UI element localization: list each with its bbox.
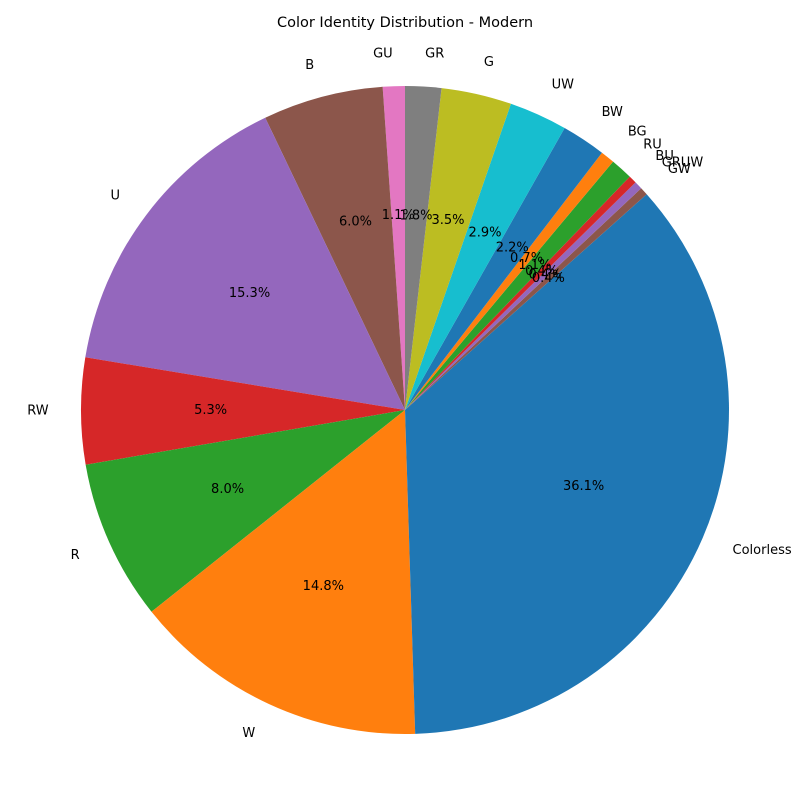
pct-label-u: 15.3% [229, 286, 270, 301]
pie-slice-bg [405, 152, 614, 410]
pie-slice-gu [382, 86, 405, 410]
pie-slice-g [405, 88, 511, 410]
slice-label-ru: RU [643, 137, 662, 152]
pct-label-r: 8.0% [211, 482, 244, 497]
pie-slice-uw [405, 103, 565, 410]
slice-label-gu: GU [373, 46, 393, 61]
slice-label-uw: UW [552, 78, 575, 93]
pie-slice-gw [405, 188, 647, 410]
pct-label-gruw: 0.4% [529, 268, 562, 283]
chart-title: Color Identity Distribution - Modern [277, 15, 533, 31]
slice-label-bu: BU [655, 149, 673, 164]
pie-slice-bw [405, 128, 602, 410]
slice-label-bw: BW [602, 105, 623, 120]
pct-label-bu: 0.4% [525, 264, 558, 279]
slice-label-r: R [71, 548, 80, 563]
pie-slice-b [265, 86, 405, 410]
pct-label-uw: 2.9% [468, 225, 501, 240]
pct-label-b: 6.0% [339, 215, 372, 230]
pct-label-colorless: 36.1% [563, 479, 604, 494]
pct-label-bg: 0.7% [510, 251, 543, 266]
pct-label-w: 14.8% [303, 579, 344, 594]
slice-label-colorless: Colorless [733, 543, 792, 558]
slice-label-u: U [110, 189, 120, 204]
pie-slice-r [85, 410, 405, 612]
pie-slice-colorless [405, 194, 729, 734]
slice-label-gruw: GRUW [662, 155, 704, 170]
slice-label-gw: GW [668, 162, 691, 177]
pct-label-gu: 1.1% [382, 208, 415, 223]
pie-slice-rw [81, 357, 406, 465]
pie-slice-ru [405, 161, 630, 410]
pie-slice-gruw [405, 182, 642, 410]
pie-slices [81, 86, 729, 735]
slice-label-g: G [484, 55, 494, 70]
slice-label-b: B [305, 58, 314, 73]
pct-label-g: 3.5% [431, 213, 464, 228]
slice-label-gr: GR [425, 47, 444, 62]
pie-slice-bu [405, 176, 636, 410]
pie-slice-u [85, 117, 405, 411]
slice-label-bg: BG [628, 124, 647, 139]
pct-label-gw: 0.4% [532, 271, 565, 286]
pct-label-bw: 2.2% [496, 240, 529, 255]
pct-label-rw: 5.3% [194, 403, 227, 418]
slice-label-rw: RW [27, 404, 49, 419]
pie-slice-gr [405, 86, 442, 410]
pie-slice-w [151, 410, 416, 735]
percent-labels: 1.1%6.0%15.3%5.3%8.0%14.8%36.1%0.4%0.4%0… [194, 208, 604, 594]
slice-label-w: W [242, 726, 255, 741]
pct-label-gr: 1.8% [399, 208, 432, 223]
pct-label-ru: 1.1% [518, 258, 551, 273]
